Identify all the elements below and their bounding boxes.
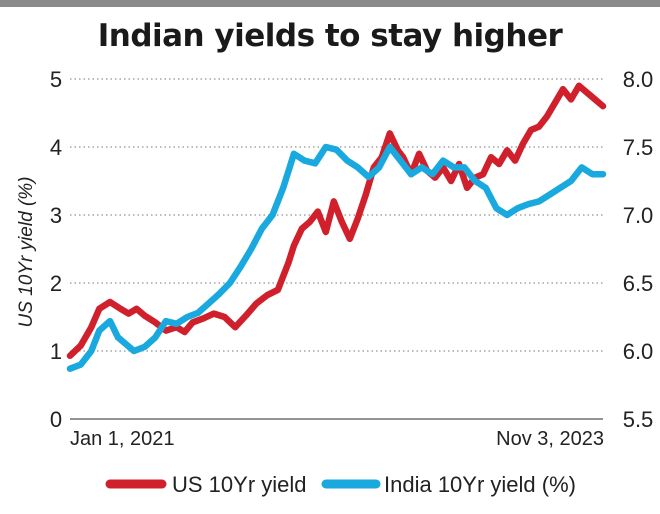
series-lines xyxy=(66,82,607,372)
x-tick-label-start: Jan 1, 2021 xyxy=(70,428,175,450)
left-tick-label: 0 xyxy=(50,407,62,432)
x-tick-label-end: Nov 3, 2023 xyxy=(496,428,604,450)
right-axis-ticks: 5.5 6.0 6.5 7.0 7.5 8.0 xyxy=(623,67,654,432)
right-tick-label: 7.0 xyxy=(623,203,654,228)
left-tick-label: 4 xyxy=(50,135,62,160)
left-tick-label: 5 xyxy=(50,67,62,92)
gridlines xyxy=(70,78,603,420)
left-tick-label: 3 xyxy=(50,203,62,228)
right-tick-label: 7.5 xyxy=(623,135,654,160)
legend-label-india: India 10Yr yield (%) xyxy=(384,472,576,497)
left-axis-label: US 10Yr yield (%) xyxy=(16,177,37,328)
chart-title: Indian yields to stay higher xyxy=(97,18,563,54)
right-tick-label: 6.5 xyxy=(623,271,654,296)
legend-label-us: US 10Yr yield xyxy=(172,472,307,497)
left-axis-ticks: 0 1 2 3 4 5 xyxy=(50,67,62,432)
x-axis-ticks: Jan 1, 2021 Nov 3, 2023 xyxy=(70,428,604,450)
top-bar xyxy=(0,0,660,7)
india-10yr-yield-line xyxy=(66,143,607,372)
left-tick-label: 2 xyxy=(50,271,62,296)
us-10yr-yield-line xyxy=(66,82,607,360)
legend: US 10Yr yield India 10Yr yield (%) xyxy=(105,472,576,497)
right-tick-label: 5.5 xyxy=(623,407,654,432)
right-tick-label: 8.0 xyxy=(623,67,654,92)
right-tick-label: 6.0 xyxy=(623,339,654,364)
left-tick-label: 1 xyxy=(50,339,62,364)
